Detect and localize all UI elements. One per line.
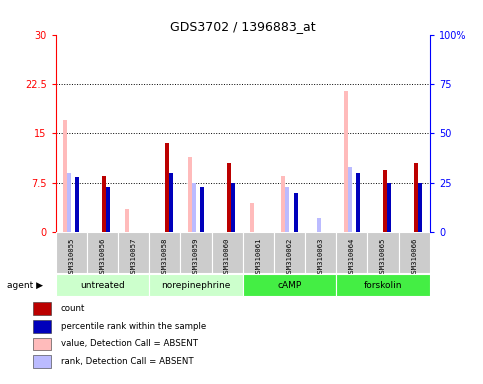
Bar xyxy=(126,209,129,232)
Bar xyxy=(414,163,418,232)
Bar xyxy=(368,232,398,273)
Text: GSM310058: GSM310058 xyxy=(162,237,168,276)
Bar xyxy=(165,143,169,232)
Bar xyxy=(149,232,180,273)
Bar xyxy=(387,183,391,232)
Bar xyxy=(102,176,106,232)
Bar xyxy=(56,274,149,296)
Text: count: count xyxy=(61,304,85,313)
Text: forskolin: forskolin xyxy=(364,281,402,290)
Bar xyxy=(227,163,231,232)
Bar xyxy=(231,183,235,232)
Bar xyxy=(87,232,118,273)
Text: GSM310065: GSM310065 xyxy=(380,237,386,276)
Bar xyxy=(317,218,321,232)
Bar xyxy=(285,187,289,232)
Bar xyxy=(106,187,111,232)
Text: agent ▶: agent ▶ xyxy=(7,281,43,290)
Bar xyxy=(294,193,298,232)
Bar xyxy=(418,183,422,232)
Bar xyxy=(344,91,348,232)
Bar xyxy=(33,355,51,368)
Bar xyxy=(212,232,242,273)
Bar xyxy=(118,232,149,273)
Bar xyxy=(356,173,360,232)
Text: rank, Detection Call = ABSENT: rank, Detection Call = ABSENT xyxy=(61,357,193,366)
Bar xyxy=(192,183,196,232)
Text: GSM310060: GSM310060 xyxy=(224,237,230,276)
Bar xyxy=(348,167,352,232)
Bar xyxy=(33,320,51,333)
Bar xyxy=(305,232,336,273)
Text: GSM310057: GSM310057 xyxy=(130,237,137,276)
Text: GSM310055: GSM310055 xyxy=(68,237,74,276)
Bar xyxy=(63,120,67,232)
Bar xyxy=(242,274,336,296)
Bar xyxy=(188,157,192,232)
Bar xyxy=(67,173,71,232)
Bar xyxy=(200,187,204,232)
Bar xyxy=(149,274,242,296)
Bar xyxy=(398,232,430,273)
Text: GSM310062: GSM310062 xyxy=(286,237,293,276)
Text: percentile rank within the sample: percentile rank within the sample xyxy=(61,322,206,331)
Bar xyxy=(180,232,212,273)
Bar xyxy=(56,232,87,273)
Bar xyxy=(250,203,254,232)
Text: GSM310056: GSM310056 xyxy=(99,237,105,276)
Text: GSM310066: GSM310066 xyxy=(411,237,417,276)
Text: untreated: untreated xyxy=(80,281,125,290)
Bar xyxy=(274,232,305,273)
Text: GSM310063: GSM310063 xyxy=(318,237,324,276)
Bar xyxy=(75,177,79,232)
Bar xyxy=(282,176,285,232)
Bar xyxy=(336,232,368,273)
Bar xyxy=(169,173,173,232)
Text: cAMP: cAMP xyxy=(277,281,301,290)
Text: GSM310061: GSM310061 xyxy=(256,237,261,276)
Bar xyxy=(242,232,274,273)
Bar xyxy=(33,338,51,350)
Bar xyxy=(336,274,430,296)
Title: GDS3702 / 1396883_at: GDS3702 / 1396883_at xyxy=(170,20,315,33)
Text: GSM310059: GSM310059 xyxy=(193,237,199,276)
Bar xyxy=(383,170,387,232)
Text: norepinephrine: norepinephrine xyxy=(161,281,230,290)
Text: GSM310064: GSM310064 xyxy=(349,237,355,276)
Text: value, Detection Call = ABSENT: value, Detection Call = ABSENT xyxy=(61,339,198,348)
Bar xyxy=(33,302,51,315)
